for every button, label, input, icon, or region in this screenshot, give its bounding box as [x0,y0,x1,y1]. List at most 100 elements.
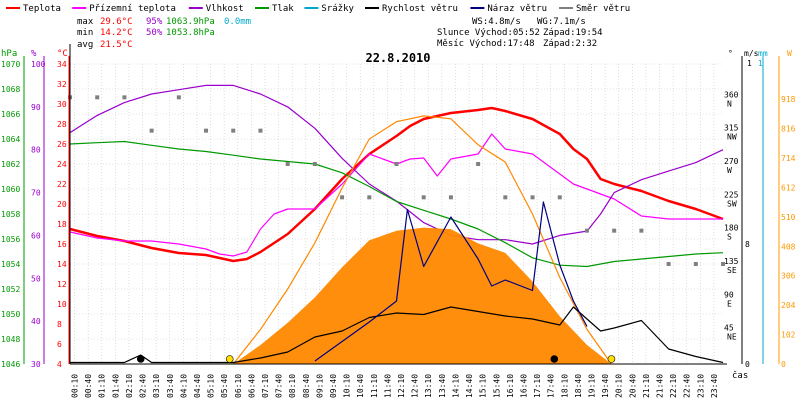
legend-label: Směr větru [576,4,630,14]
stat-rain: 0.0mm [224,17,251,27]
x-tick-label: 10:40 [356,374,365,398]
y-tick-label: 1070 [1,60,20,69]
y-tick-label: 1064 [1,135,20,144]
y-tick-label: 1054 [1,260,20,269]
x-tick-label: 14:40 [465,374,474,398]
x-tick-label: 07:40 [275,374,284,398]
solar-tick-label: 918 [781,95,796,104]
dir-tick-label: 45 [724,324,734,333]
solar-line [232,115,612,365]
stat-hum: 95% [146,17,163,27]
x-tick-label: 12:10 [397,374,406,398]
y-tick-label: 30 [31,360,41,369]
axes-layer: 00:10 00:40 01:10 01:40 02:10 02:40 03:10 03:40… [1,44,796,398]
rain-axis-unit: mm [758,49,768,58]
moon-marker [136,355,145,363]
x-tick-label: 08:10 [288,374,297,398]
chart-title: 22.8.2010 [365,51,430,65]
series-line-Náraz větru [314,201,588,362]
wind-direction-point [312,162,317,166]
x-tick-label: 16:40 [519,374,528,398]
y-tick-label: 26 [57,140,67,149]
stat-press: 1053.8hPa [166,28,215,38]
x-tick-label: 00:40 [84,374,93,398]
x-tick-label: 18:10 [560,374,569,398]
dir-tick-compass: E [727,299,732,308]
dir-tick-label: 135 [724,257,739,266]
wind-direction-point [448,195,453,200]
x-tick-label: 20:10 [615,374,624,398]
wind-direction-point [476,162,481,166]
y-tick-label: 8 [57,320,62,329]
x-tick-label: 10:10 [343,374,352,398]
solar-axis-unit: W [787,49,792,58]
series-line-Tlak [69,140,724,268]
info-moonset: Západ:2:32 [543,39,597,49]
x-tick-label: 05:10 [207,374,216,398]
x-tick-label: 14:10 [451,374,460,398]
wind-direction-point [503,195,508,200]
solar-tick-label: 714 [781,154,796,163]
wind-direction-point [530,195,535,200]
x-tick-label: 03:40 [166,374,175,398]
x-tick-label: 02:40 [139,374,148,398]
dir-axis-unit: ° [728,49,733,58]
y-tick-label: 1048 [1,335,20,344]
stat-label: min [77,28,93,38]
y-tick-label: 80 [31,146,41,155]
x-tick-label: 13:40 [438,374,447,398]
wind-direction-point [666,262,671,266]
y-tick-label: 20 [57,200,67,209]
x-tick-label: 06:40 [247,374,256,398]
y-axis-unit: °C [57,49,68,59]
x-tick-label: 17:40 [547,374,556,398]
x-tick-label: 04:10 [179,374,188,398]
legend: Teplota Přízemní teplota Vlhkost Tlak Srážky… [6,4,630,14]
x-tick-label: 15:10 [479,374,488,398]
x-tick-label: 07:10 [261,374,270,398]
dir-tick-compass: SW [727,199,737,208]
stat-press: 1063.9hPa [166,17,215,27]
y-tick-label: 70 [31,189,41,198]
x-tick-label: 18:40 [574,374,583,398]
info-ws: WS:4.8m/s [472,17,521,27]
y-tick-label: 24 [57,160,67,169]
stat-temp: 21.5°C [100,40,133,50]
y-tick-label: 34 [57,60,67,69]
x-tick-label: 00:10 [71,374,80,398]
y-tick-label: 30 [57,100,67,109]
wind-axis-unit: m/s [744,49,759,58]
solar-tick-label: 102 [781,331,796,340]
wind-direction-point [285,162,290,166]
x-tick-label: 01:10 [98,374,107,398]
legend-label: Přízemní teplota [89,4,176,14]
stat-label: avg [77,40,93,50]
wind-direction-point [584,228,589,233]
y-tick-label: 1068 [1,85,20,94]
x-tick-label: 11:10 [370,374,379,398]
dir-tick-label: 270 [724,157,739,166]
wind-direction-point [149,128,154,133]
wind-direction-point [204,128,209,133]
info-wg: WG:7.1m/s [537,17,586,27]
y-axis-unit: hPa [1,49,17,59]
y-tick-label: 18 [57,220,67,229]
info-moon: Měsíc Východ:17:48 [437,39,535,49]
stat-temp: 14.2°C [100,28,133,38]
y-tick-label: 16 [57,240,67,249]
x-tick-label: 09:10 [315,374,324,398]
solar-tick-label: 306 [781,272,796,281]
wind-direction-point [693,262,698,266]
y-tick-label: 1060 [1,185,20,194]
x-tick-label: 20:40 [628,374,637,398]
sun-marker [607,355,616,363]
dir-tick-label: 225 [724,190,739,199]
y-tick-label: 1058 [1,210,20,219]
x-tick-label: 23:40 [710,374,719,398]
wind-direction-point [612,228,617,233]
wind-direction-point [340,195,345,200]
x-tick-label: 08:40 [302,374,311,398]
x-tick-label: 16:10 [506,374,515,398]
x-tick-label: 23:10 [696,374,705,398]
